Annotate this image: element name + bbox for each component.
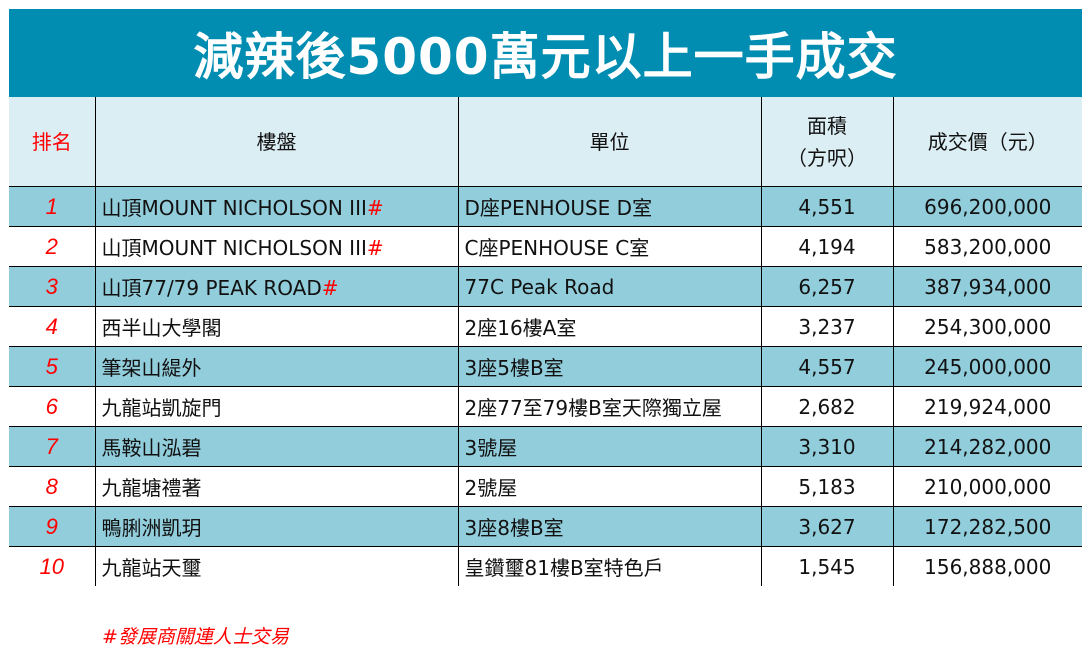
- table-row: 5 筆架山緹外 3座5樓B室 4,557 245,000,000: [9, 346, 1082, 387]
- unit-cell: 2號屋: [457, 466, 762, 507]
- header-unit: 單位: [457, 97, 762, 187]
- unit-cell: 3號屋: [457, 426, 762, 467]
- rank-cell: 10: [9, 546, 96, 586]
- estate-cell: 九龍塘禮著: [94, 466, 459, 507]
- rank-cell: 6: [9, 386, 96, 427]
- area-cell: 3,310: [760, 426, 894, 467]
- unit-cell: 3座5樓B室: [457, 346, 762, 387]
- related-party-mark: #: [366, 236, 384, 260]
- unit-cell: C座PENHOUSE C室: [457, 226, 762, 267]
- transactions-table: 排名 樓盤 單位 面積 （方呎） 成交價（元） 1 山頂MOUNT NICHOL…: [9, 97, 1082, 586]
- estate-name: 馬鞍山泓碧: [101, 436, 202, 460]
- estate-cell: 山頂MOUNT NICHOLSON III#: [94, 186, 459, 227]
- rank-cell: 7: [9, 426, 96, 467]
- estate-name: 九龍塘禮著: [101, 476, 202, 500]
- estate-cell: 鴨脷洲凱玥: [94, 506, 459, 547]
- related-party-mark: #: [321, 276, 339, 300]
- price-cell: 219,924,000: [892, 386, 1082, 427]
- price-cell: 214,282,000: [892, 426, 1082, 467]
- rank-cell: 1: [9, 186, 96, 227]
- table-row: 8 九龍塘禮著 2號屋 5,183 210,000,000: [9, 466, 1082, 507]
- header-estate: 樓盤: [94, 97, 459, 187]
- estate-name: 山頂MOUNT NICHOLSON III: [101, 236, 367, 260]
- header-area-line1: 面積: [807, 113, 847, 138]
- unit-cell: 3座8樓B室: [457, 506, 762, 547]
- estate-cell: 九龍站凱旋門: [94, 386, 459, 427]
- area-cell: 5,183: [760, 466, 894, 507]
- area-cell: 1,545: [760, 546, 894, 586]
- area-cell: 4,551: [760, 186, 894, 227]
- table-row: 7 馬鞍山泓碧 3號屋 3,310 214,282,000: [9, 426, 1082, 467]
- price-cell: 245,000,000: [892, 346, 1082, 387]
- area-cell: 4,557: [760, 346, 894, 387]
- estate-cell: 筆架山緹外: [94, 346, 459, 387]
- table-row: 10 九龍站天璽 皇鑽璽81樓B室特色戶 1,545 156,888,000: [9, 546, 1082, 586]
- estate-cell: 山頂MOUNT NICHOLSON III#: [94, 226, 459, 267]
- unit-cell: 皇鑽璽81樓B室特色戶: [457, 546, 762, 586]
- table-row: 1 山頂MOUNT NICHOLSON III# D座PENHOUSE D室 4…: [9, 186, 1082, 227]
- table-row: 3 山頂77/79 PEAK ROAD# 77C Peak Road 6,257…: [9, 266, 1082, 307]
- estate-name: 九龍站凱旋門: [101, 396, 222, 420]
- table-row: 9 鴨脷洲凱玥 3座8樓B室 3,627 172,282,500: [9, 506, 1082, 547]
- unit-cell: 77C Peak Road: [457, 266, 762, 307]
- price-cell: 210,000,000: [892, 466, 1082, 507]
- price-cell: 387,934,000: [892, 266, 1082, 307]
- header-price: 成交價（元）: [892, 97, 1082, 187]
- estate-cell: 馬鞍山泓碧: [94, 426, 459, 467]
- price-cell: 583,200,000: [892, 226, 1082, 267]
- price-cell: 254,300,000: [892, 306, 1082, 347]
- estate-name: 山頂77/79 PEAK ROAD: [101, 276, 322, 300]
- area-cell: 4,194: [760, 226, 894, 267]
- rank-cell: 8: [9, 466, 96, 507]
- unit-cell: 2座77至79樓B室天際獨立屋: [457, 386, 762, 427]
- table-row: 4 西半山大學閣 2座16樓A室 3,237 254,300,000: [9, 306, 1082, 347]
- rank-cell: 4: [9, 306, 96, 347]
- area-cell: 2,682: [760, 386, 894, 427]
- price-cell: 156,888,000: [892, 546, 1082, 586]
- footnote: #發展商關連人士交易: [102, 626, 289, 648]
- page-title: 減辣後5000萬元以上一手成交: [9, 9, 1082, 97]
- price-cell: 696,200,000: [892, 186, 1082, 227]
- area-cell: 3,627: [760, 506, 894, 547]
- area-cell: 6,257: [760, 266, 894, 307]
- rank-cell: 5: [9, 346, 96, 387]
- estate-cell: 西半山大學閣: [94, 306, 459, 347]
- estate-cell: 山頂77/79 PEAK ROAD#: [94, 266, 459, 307]
- estate-name: 筆架山緹外: [101, 356, 202, 380]
- price-cell: 172,282,500: [892, 506, 1082, 547]
- estate-name: 九龍站天璽: [101, 556, 202, 580]
- estate-name: 西半山大學閣: [101, 316, 222, 340]
- related-party-mark: #: [366, 196, 384, 220]
- header-area: 面積 （方呎）: [760, 97, 894, 187]
- unit-cell: 2座16樓A室: [457, 306, 762, 347]
- header-area-line2: （方呎）: [787, 145, 867, 170]
- header-rank: 排名: [9, 97, 96, 187]
- unit-cell: D座PENHOUSE D室: [457, 186, 762, 227]
- rank-cell: 3: [9, 266, 96, 307]
- table-row: 6 九龍站凱旋門 2座77至79樓B室天際獨立屋 2,682 219,924,0…: [9, 386, 1082, 427]
- rank-cell: 9: [9, 506, 96, 547]
- estate-name: 山頂MOUNT NICHOLSON III: [101, 196, 367, 220]
- rank-cell: 2: [9, 226, 96, 267]
- area-cell: 3,237: [760, 306, 894, 347]
- estate-cell: 九龍站天璽: [94, 546, 459, 586]
- table-row: 2 山頂MOUNT NICHOLSON III# C座PENHOUSE C室 4…: [9, 226, 1082, 267]
- estate-name: 鴨脷洲凱玥: [101, 516, 202, 540]
- table-header-row: 排名 樓盤 單位 面積 （方呎） 成交價（元）: [9, 97, 1082, 187]
